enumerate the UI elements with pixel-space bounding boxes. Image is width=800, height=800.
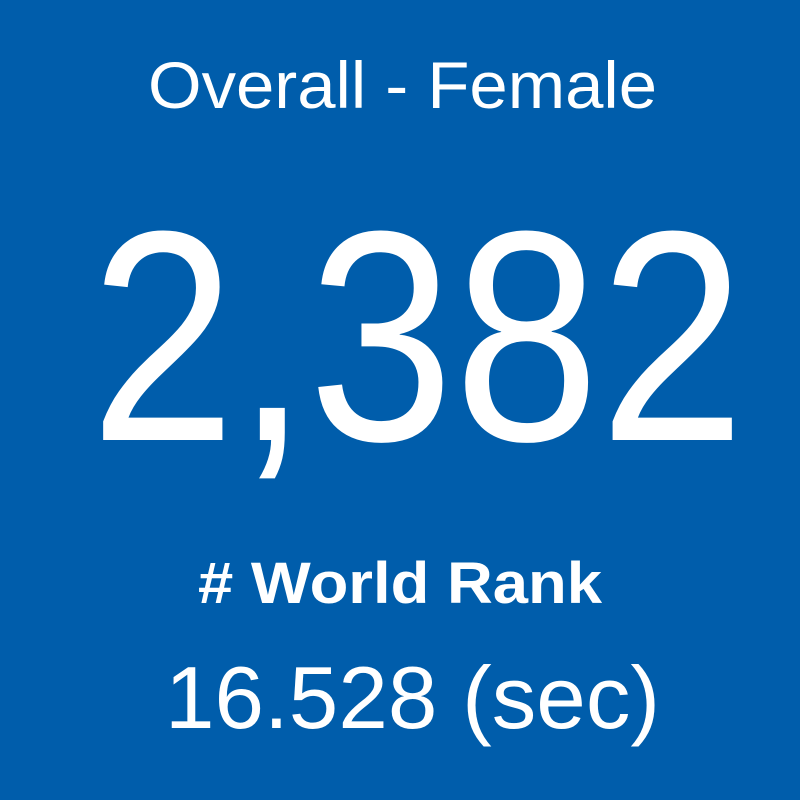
tile-title: Overall - Female bbox=[148, 48, 657, 122]
tile-value: 2,382 bbox=[90, 168, 745, 504]
tile-time: 16.528 (sec) bbox=[165, 648, 660, 747]
tile-label: # World Rank bbox=[198, 551, 603, 616]
